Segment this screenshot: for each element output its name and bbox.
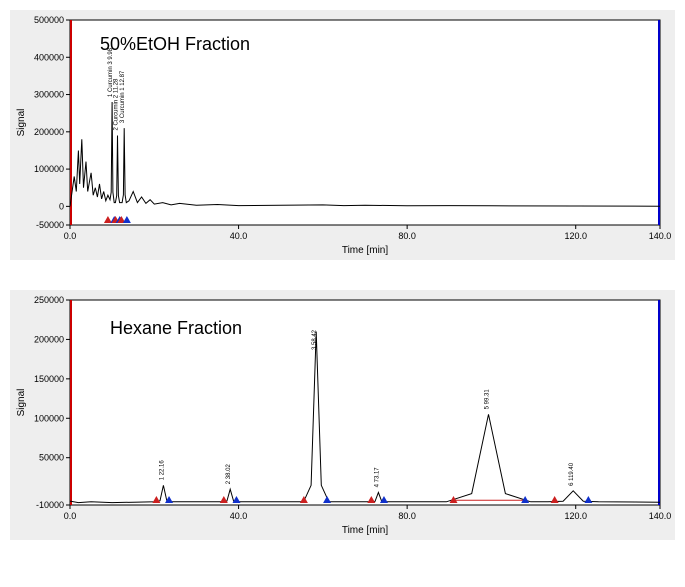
peak-label: 3 Curcumin 1 12.87	[120, 70, 126, 123]
chart-panel-0: 50%EtOH Fraction -50000 0 100000 200000 30000…	[10, 10, 675, 260]
x-tick-label: 40.0	[230, 231, 248, 241]
x-tick-label: 40.0	[230, 511, 248, 521]
y-tick-label: 50000	[39, 453, 64, 463]
peak-label: 5 99.31	[485, 389, 491, 410]
x-axis-label: Time [min]	[342, 525, 389, 536]
peak-label: 2 Curcumin 2 11.28	[114, 78, 120, 131]
y-tick-label: -10000	[36, 500, 64, 510]
y-tick-label: 200000	[34, 127, 64, 137]
y-tick-label: 100000	[34, 413, 64, 423]
y-axis-label: Signal	[16, 389, 27, 417]
peak-label: 4 73.17	[374, 467, 380, 488]
chart-panel-1: Hexane Fraction -10000 50000 100000 150000 20…	[10, 290, 675, 540]
y-tick-label: -50000	[36, 220, 64, 230]
x-tick-label: 0.0	[64, 511, 77, 521]
peak-label: 2 38.02	[226, 464, 232, 485]
y-tick-label: 400000	[34, 52, 64, 62]
x-tick-label: 140.0	[649, 231, 672, 241]
peak-label: 3 58.42	[312, 329, 318, 350]
y-axis-label: Signal	[16, 109, 27, 137]
x-tick-label: 80.0	[398, 511, 416, 521]
y-tick-label: 200000	[34, 334, 64, 344]
y-tick-label: 0	[59, 201, 64, 211]
x-tick-label: 120.0	[564, 231, 587, 241]
chart-title: 50%EtOH Fraction	[100, 34, 250, 55]
peak-label: 1 22.16	[159, 460, 165, 481]
x-tick-label: 120.0	[564, 511, 587, 521]
x-tick-label: 0.0	[64, 231, 77, 241]
y-tick-label: 150000	[34, 374, 64, 384]
y-tick-label: 250000	[34, 295, 64, 305]
x-tick-label: 80.0	[398, 231, 416, 241]
peak-label: 6 119.40	[569, 462, 575, 486]
x-tick-label: 140.0	[649, 511, 672, 521]
chart-title: Hexane Fraction	[110, 318, 242, 339]
y-tick-label: 500000	[34, 15, 64, 25]
x-axis-label: Time [min]	[342, 245, 389, 256]
y-tick-label: 300000	[34, 90, 64, 100]
y-tick-label: 100000	[34, 164, 64, 174]
